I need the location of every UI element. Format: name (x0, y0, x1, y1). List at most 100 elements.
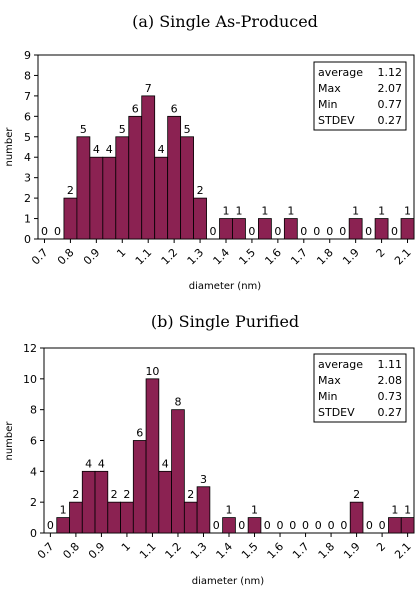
stat-label-a-3: STDEV (318, 114, 355, 127)
stat-value-b-1: 2.08 (378, 374, 403, 387)
y-axis-label-a: number (4, 127, 15, 167)
bars-b (56, 378, 415, 534)
data-label-b-0: 0 (47, 519, 54, 532)
x-tick-label-a-6: 1.3 (185, 246, 207, 268)
data-label-b-24: 2 (353, 488, 360, 501)
stat-label-a-1: Max (318, 82, 341, 95)
data-label-b-17: 0 (264, 519, 271, 532)
data-label-a-16: 0 (248, 225, 255, 238)
data-label-b-25: 0 (366, 519, 373, 532)
x-tick-label-b-14: 2.1 (392, 540, 414, 562)
y-tick-label-a-0: 0 (24, 233, 31, 246)
bars-a (63, 95, 415, 240)
x-tick-label-b-10: 1.7 (290, 540, 312, 562)
data-label-a-20: 0 (300, 225, 307, 238)
bar-a-14 (219, 218, 233, 240)
y-tick-label-a-6: 6 (24, 110, 31, 123)
x-tick-label-a-8: 1.5 (236, 246, 258, 268)
data-label-b-16: 1 (251, 504, 258, 517)
chart-title-b: (b) Single Purified (151, 312, 299, 331)
bar-b-7 (132, 440, 147, 534)
data-label-a-6: 5 (119, 123, 126, 136)
data-label-b-1: 1 (60, 504, 67, 517)
data-label-b-7: 6 (136, 427, 143, 440)
x-tick-label-b-7: 1.4 (214, 540, 236, 562)
data-label-b-26: 0 (379, 519, 386, 532)
stats-rows-a: average 1.12 Max 2.07 Min 0.77 STDEV 0.27 (318, 66, 402, 127)
data-label-a-13: 0 (210, 225, 217, 238)
data-label-a-17: 1 (261, 205, 268, 218)
data-label-b-11: 2 (187, 488, 194, 501)
bar-b-9 (158, 470, 172, 534)
bar-b-28 (400, 517, 415, 534)
bar-a-3 (76, 136, 91, 240)
bar-b-1 (56, 517, 70, 534)
data-label-a-5: 4 (106, 143, 113, 156)
data-label-b-15: 0 (238, 519, 245, 532)
x-tick-label-b-12: 1.9 (341, 540, 363, 562)
data-label-a-9: 4 (158, 143, 165, 156)
chart-title-a: (a) Single As-Produced (132, 12, 318, 31)
data-label-b-23: 0 (340, 519, 347, 532)
bar-a-4 (89, 156, 104, 240)
bar-b-10 (171, 409, 185, 534)
stat-value-a-2: 0.77 (378, 98, 403, 111)
x-tick-label-b-4: 1.1 (137, 540, 159, 562)
y-tick-label-a-2: 2 (24, 192, 31, 205)
data-label-b-8: 10 (145, 365, 159, 378)
data-label-a-0: 0 (41, 225, 48, 238)
bar-b-14 (222, 517, 236, 534)
stats-rows-b: average 1.11 Max 2.08 Min 0.73 STDEV 0.27 (318, 358, 402, 419)
x-tick-label-a-9: 1.6 (262, 246, 284, 268)
bar-b-4 (94, 470, 109, 534)
y-tick-label-a-7: 7 (24, 90, 31, 103)
bar-a-28 (400, 218, 415, 240)
data-label-a-1: 0 (54, 225, 61, 238)
stat-label-b-0: average (318, 358, 363, 371)
stat-label-a-2: Min (318, 98, 338, 111)
x-tick-label-a-12: 1.9 (340, 246, 362, 268)
x-tick-label-a-7: 1.4 (211, 246, 233, 268)
stat-value-a-3: 0.27 (378, 114, 403, 127)
bar-b-2 (69, 501, 83, 534)
y-tick-label-a-4: 4 (24, 151, 31, 164)
data-label-b-18: 0 (277, 519, 284, 532)
x-tick-label-b-3: 1 (119, 540, 133, 554)
data-label-b-4: 4 (98, 457, 105, 470)
bar-a-2 (63, 197, 78, 240)
data-label-a-18: 0 (274, 225, 281, 238)
x-axis-label-a: diameter (nm) (189, 281, 261, 292)
x-tick-label-a-13: 2 (374, 246, 388, 260)
bar-b-12 (196, 486, 211, 534)
data-label-b-19: 0 (289, 519, 296, 532)
bar-b-6 (120, 501, 134, 534)
x-tick-label-b-11: 1.8 (316, 540, 338, 562)
y-tick-label-b-5: 10 (23, 373, 37, 386)
y-tick-label-a-3: 3 (24, 172, 31, 185)
data-label-a-25: 0 (365, 225, 372, 238)
bar-a-26 (374, 218, 389, 240)
y-tick-label-b-3: 6 (30, 435, 37, 448)
data-label-a-28: 1 (404, 205, 411, 218)
bar-b-5 (107, 501, 121, 534)
bar-a-10 (167, 115, 182, 240)
y-axis-b: 0 2 4 6 8 10 12 (23, 342, 44, 540)
y-tick-label-b-2: 4 (30, 465, 37, 478)
bar-a-15 (232, 218, 246, 240)
x-tick-label-b-5: 1.2 (163, 540, 185, 562)
x-tick-label-a-4: 1.1 (133, 246, 155, 268)
x-tick-label-b-9: 1.6 (265, 540, 287, 562)
stat-value-b-3: 0.27 (378, 406, 403, 419)
data-label-a-21: 0 (313, 225, 320, 238)
bar-b-27 (388, 517, 402, 534)
data-label-a-27: 0 (391, 225, 398, 238)
data-label-a-10: 6 (171, 102, 178, 115)
bar-a-11 (180, 136, 194, 240)
stat-value-a-0: 1.12 (378, 66, 403, 79)
data-label-a-2: 2 (67, 184, 74, 197)
data-label-b-2: 2 (72, 488, 79, 501)
